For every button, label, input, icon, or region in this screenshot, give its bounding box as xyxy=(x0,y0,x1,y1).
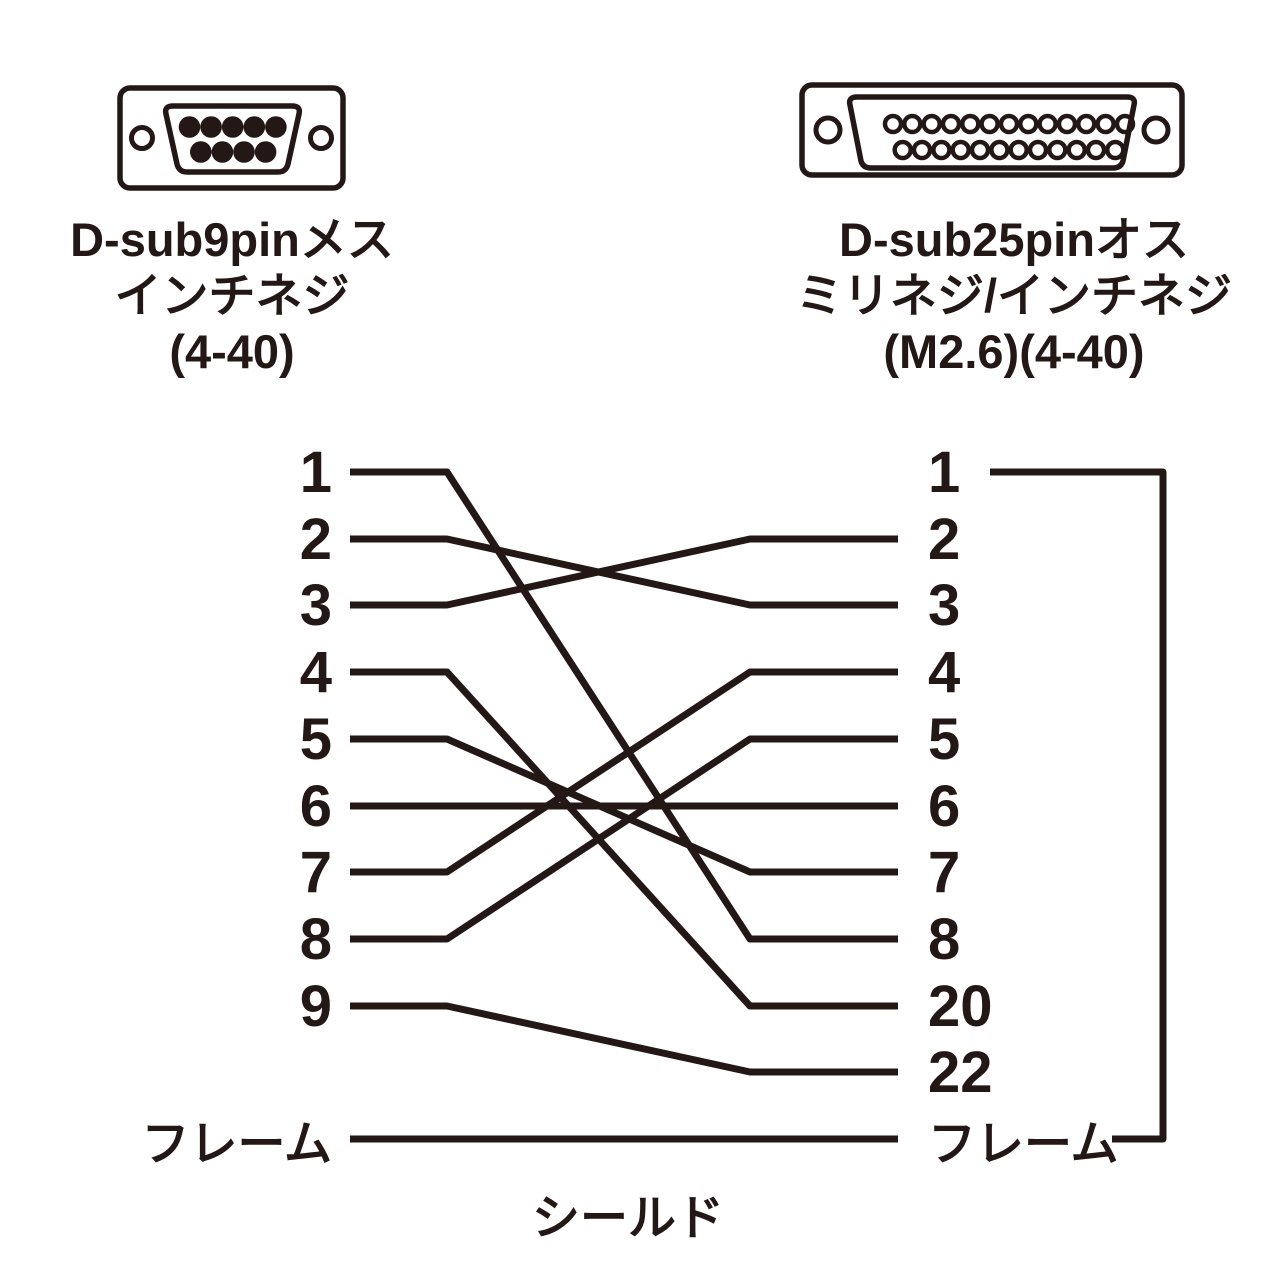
right-pin-hole xyxy=(892,139,913,161)
dsub9-connector-drawing xyxy=(117,85,346,191)
left-pin-hole xyxy=(243,116,266,138)
dsub9-pin-holes xyxy=(178,116,287,163)
dsub9-screw-type: インチネジ xyxy=(114,269,350,322)
left-pin-label-1: 1 xyxy=(299,439,332,505)
dsub25-screw-spec: (M2.6)(4-40) xyxy=(883,325,1145,378)
right-pin-hole xyxy=(1056,113,1078,135)
left-pin-label-3: 3 xyxy=(299,572,332,638)
right-pin-hole xyxy=(1037,113,1058,135)
right-pin-hole xyxy=(950,139,971,161)
dsub25-screw-hole-right xyxy=(1141,115,1171,145)
wire-9-to-22 xyxy=(350,1002,898,1076)
wire-4-to-20 xyxy=(350,668,898,1010)
left-pin-hole xyxy=(254,141,277,163)
right-pin-hole xyxy=(1047,139,1068,161)
dsub25-pin-holes xyxy=(882,113,1136,161)
right-pin-hole xyxy=(902,113,923,135)
wire-3-to-2 xyxy=(350,535,898,609)
right-pin-label-4: 4 xyxy=(928,639,961,705)
right-pin-hole xyxy=(960,113,981,135)
right-pin-label-8: 8 xyxy=(928,906,961,972)
left-pin-label-6: 6 xyxy=(299,773,332,839)
dsub9-title: D-sub9pinメス xyxy=(70,213,394,266)
left-pin-hole xyxy=(200,116,222,138)
left-pin-hole xyxy=(221,116,244,138)
left-pin-label-5: 5 xyxy=(299,706,332,772)
right-pin-hole xyxy=(998,113,1020,135)
dsub25-title: D-sub25pinオス xyxy=(839,213,1189,266)
right-pin-hole xyxy=(931,139,952,161)
right-pin-label-3: 3 xyxy=(928,572,961,638)
right-pin-label-6: 6 xyxy=(928,773,961,839)
dsub9-shell xyxy=(162,103,303,175)
dsub25-connector-drawing xyxy=(799,82,1185,178)
dsub25-screw-hole-left xyxy=(813,115,843,145)
left-pin-label-4: 4 xyxy=(299,639,332,705)
dsub9-caption: D-sub9pinメス インチネジ (4-40) xyxy=(32,212,432,380)
left-pin-label-9: 9 xyxy=(299,973,332,1039)
right-pin-label-5: 5 xyxy=(928,706,961,772)
right-pin-label-7: 7 xyxy=(928,839,961,905)
right-pin-hole xyxy=(1008,139,1029,161)
wire-lines xyxy=(350,468,1167,1143)
right-pin-hole xyxy=(1114,113,1136,135)
right-pin-label-1: 1 xyxy=(928,439,961,505)
right-pin-label-20: 20 xyxy=(928,973,993,1039)
dsub9-screw-hole-left xyxy=(129,125,155,151)
wire-8-to-5 xyxy=(350,735,898,943)
left-pin-hole xyxy=(265,116,287,138)
dsub25-caption: D-sub25pinオス ミリネジ/インチネジ (M2.6)(4-40) xyxy=(794,212,1234,380)
wire-2-to-3 xyxy=(350,535,898,609)
right-pin-hole xyxy=(969,139,991,161)
right-pin-hole xyxy=(1085,139,1107,161)
right-pin-hole xyxy=(989,139,1010,161)
left-pin-label-フレーム: フレーム xyxy=(141,1118,332,1171)
shield-label: シールド xyxy=(531,1192,724,1245)
right-pin-hole xyxy=(1066,139,1087,161)
right-pin-hole xyxy=(940,113,962,135)
right-pin-hole xyxy=(1095,113,1116,135)
dsub9-screw-hole-right xyxy=(308,125,334,151)
wire-right-1-to-frame-chassis xyxy=(990,468,1167,1143)
right-pin-hole xyxy=(1076,113,1097,135)
right-pin-label-フレーム: フレーム xyxy=(928,1118,1119,1171)
right-pin-hole xyxy=(1027,139,1049,161)
right-pin-hole xyxy=(1105,139,1126,161)
wire-1-to-8 xyxy=(350,468,898,943)
left-pin-hole xyxy=(211,141,234,163)
left-pin-label-7: 7 xyxy=(299,839,332,905)
left-pin-hole xyxy=(178,116,201,138)
right-pin-label-2: 2 xyxy=(928,506,961,572)
right-pin-hole xyxy=(1018,113,1039,135)
left-pin-label-8: 8 xyxy=(299,906,332,972)
right-pin-hole xyxy=(921,113,942,135)
dsub25-screw-type: ミリネジ/インチネジ xyxy=(795,269,1233,322)
wire-7-to-4 xyxy=(350,668,898,876)
right-pin-label-22: 22 xyxy=(928,1039,993,1105)
right-pin-hole xyxy=(979,113,1000,135)
dsub9-screw-spec: (4-40) xyxy=(169,325,295,378)
left-pin-label-2: 2 xyxy=(299,506,332,572)
left-pin-hole xyxy=(233,141,255,163)
left-pin-hole xyxy=(190,141,212,163)
right-pin-hole xyxy=(911,139,933,161)
right-pin-hole xyxy=(882,113,904,135)
